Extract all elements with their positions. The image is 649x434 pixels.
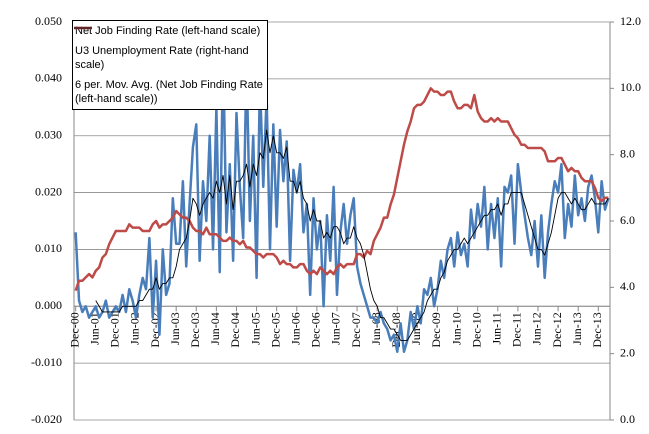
y2-tick-label: 2.0 [620, 345, 635, 359]
legend: Net Job Finding Rate (left-hand scale) U3… [72, 20, 268, 110]
y-tick-label: 0.040 [35, 71, 62, 85]
x-tick-label: Dec-04 [228, 312, 242, 347]
x-tick-label: Dec-00 [67, 312, 81, 347]
x-tick-label: Jun-02 [128, 312, 142, 345]
x-tick-label: Jun-08 [369, 312, 383, 345]
series-line [74, 87, 609, 292]
y2-tick-label: 0.0 [620, 412, 635, 426]
x-tick-label: Jun-05 [248, 312, 262, 345]
x-tick-label: Jun-11 [490, 312, 504, 344]
x-tick-label: Dec-12 [550, 312, 564, 347]
series-line [95, 129, 609, 341]
x-tick-label: Jun-13 [570, 312, 584, 345]
y-tick-label: 0.010 [35, 241, 62, 255]
legend-entry: 6 per. Mov. Avg. (Net Job Finding Rate (… [74, 27, 265, 106]
x-tick-label: Dec-01 [108, 312, 122, 347]
x-tick-label: Jun-07 [329, 312, 343, 345]
x-tick-label: Jun-06 [289, 312, 303, 345]
x-tick-label: Jun-04 [208, 312, 222, 345]
legend-label: U3 Unemployment Rate (right-hand scale) [75, 45, 249, 71]
y-tick-label: 0.030 [35, 127, 62, 141]
x-tick-label: Dec-03 [188, 312, 202, 347]
x-tick-label: Jun-01 [88, 312, 102, 345]
y2-tick-label: 8.0 [620, 146, 635, 160]
legend-entry: U3 Unemployment Rate (right-hand scale) [74, 26, 265, 72]
x-tick-label: Dec-09 [429, 312, 443, 347]
y2-tick-label: 12.0 [620, 14, 641, 28]
y2-tick-label: 4.0 [620, 279, 635, 293]
y-tick-label: 0.050 [35, 14, 62, 28]
x-tick-label: Dec-07 [349, 312, 363, 347]
legend-label: Net Job Finding Rate (left-hand scale) [75, 25, 261, 37]
x-tick-label: Jun-12 [530, 312, 544, 345]
x-tick-label: Dec-13 [590, 312, 604, 347]
legend-label: 6 per. Mov. Avg. (Net Job Finding Rate (… [75, 79, 263, 105]
y2-tick-label: 10.0 [620, 80, 641, 94]
x-tick-label: Dec-10 [469, 312, 483, 347]
x-tick-label: Dec-05 [268, 312, 282, 347]
x-tick-label: Dec-06 [309, 312, 323, 347]
legend-swatch [74, 27, 92, 29]
y-tick-label: -0.010 [31, 355, 62, 369]
x-tick-label: Jun-03 [168, 312, 182, 345]
x-tick-label: Jun-10 [449, 312, 463, 345]
x-tick-label: Dec-11 [510, 312, 524, 347]
y-tick-label: 0.020 [35, 184, 62, 198]
series-line [74, 49, 610, 354]
y2-tick-label: 6.0 [620, 213, 635, 227]
y-tick-label: -0.020 [31, 412, 62, 426]
y-tick-label: 0.000 [35, 298, 62, 312]
legend-entry: Net Job Finding Rate (left-hand scale) [74, 24, 265, 38]
